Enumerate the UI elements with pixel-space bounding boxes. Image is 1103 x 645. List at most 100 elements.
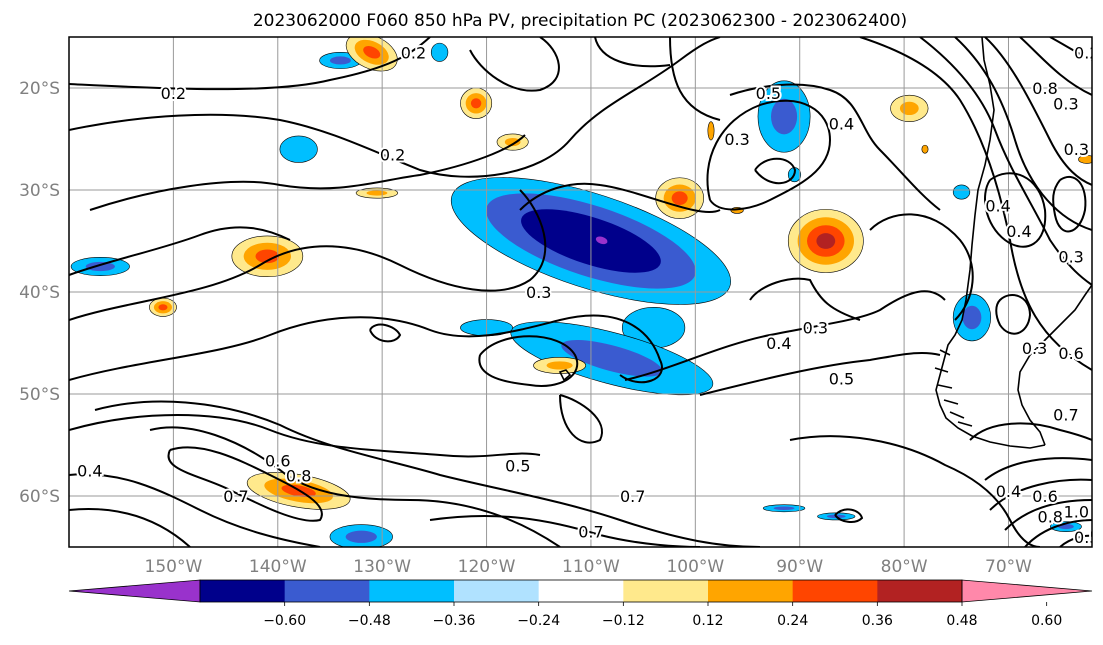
precip-blob-14	[952, 293, 992, 342]
colorbar-swatch	[792, 580, 878, 602]
contour-label: 0.3	[803, 319, 828, 338]
x-tick-label: 120°W	[458, 557, 516, 577]
contour-label: 0.3	[1053, 94, 1078, 113]
contour-label: 0.5	[505, 456, 530, 475]
colorbar-swatch	[623, 580, 709, 602]
contour-label: 0.6	[1058, 344, 1083, 363]
x-tick-label: 80°W	[881, 557, 928, 577]
pv-contour-line	[69, 473, 321, 547]
precip-level	[773, 506, 795, 511]
pv-contour-line	[699, 351, 941, 396]
contour-label: 0.2	[380, 145, 405, 164]
x-tick-label: 100°W	[666, 557, 724, 577]
map-frame	[68, 36, 1093, 548]
contour-label: 0.3	[1022, 339, 1047, 358]
x-tick-label: 150°W	[145, 557, 203, 577]
pv-contour-line	[859, 37, 1092, 371]
south-america-coastline	[558, 37, 1092, 449]
precip-blob-11	[329, 524, 393, 547]
pv-contour-line	[429, 514, 701, 547]
contour-label: 0.7	[223, 487, 248, 506]
pv-contour-line	[89, 134, 526, 211]
contour-label: 0.4	[829, 115, 854, 134]
pv-contour-line	[1049, 37, 1092, 61]
colorbar-tick-label: 0.48	[946, 613, 977, 629]
precip-level	[255, 249, 280, 264]
precip-blob-18	[231, 235, 304, 277]
pv-contour-line	[729, 83, 941, 211]
pv-contour-line	[69, 508, 191, 547]
colorbar-swatch	[708, 580, 794, 602]
contour-label: 1.0	[1064, 502, 1089, 521]
colorbar-tick-label: −0.24	[517, 613, 560, 629]
precip-level	[430, 42, 449, 62]
pv-contour-line	[834, 508, 864, 523]
pv-contour-line	[984, 172, 1047, 248]
colorbar-tick-label: −0.48	[348, 613, 391, 629]
precip-level	[899, 101, 919, 116]
contour-label: 0.4	[766, 334, 791, 353]
x-tick-label: 130°W	[353, 557, 411, 577]
precip-level	[771, 98, 798, 135]
x-tick-label: 70°W	[985, 557, 1032, 577]
pv-contour-line	[969, 422, 1092, 441]
precip-blob-5	[757, 80, 811, 153]
colorbar-tick-label: −0.36	[433, 613, 476, 629]
contour-label: 0.2	[1074, 43, 1099, 62]
colorbar-swatch	[877, 580, 963, 602]
contour-label: 0.5	[756, 84, 781, 103]
pv-contour-line	[669, 37, 721, 121]
precip-blob-23	[460, 87, 493, 119]
pv-contour-line	[624, 290, 946, 381]
colorbar-tick-label: −0.12	[602, 613, 645, 629]
contour-label: 0.4	[996, 482, 1021, 501]
pv-contour-line	[984, 37, 1092, 186]
contour-label: 0.2	[161, 84, 186, 103]
pv-contour-line	[1052, 175, 1087, 233]
precip-level	[366, 190, 388, 196]
precip-blob-26	[355, 187, 399, 199]
coastline-east	[1017, 284, 1092, 446]
coastline-islands	[934, 349, 973, 427]
pv-contour-line	[559, 394, 603, 444]
y-tick-label: 20°S	[19, 79, 60, 99]
precip-blob-29	[1078, 155, 1092, 164]
contour-label: 0.5	[829, 370, 854, 389]
pv-contour-line	[69, 189, 547, 321]
pv-contour-line	[984, 457, 1092, 481]
precip-blob-27	[533, 356, 587, 374]
map-layer: 0.2 0.2 0.2 0.3 0.3 0.3 0.5 0.4 0.4 0.5 0.6 0.8 0.7 0…	[69, 37, 1099, 547]
coastline-west	[935, 37, 1046, 449]
longitude-ticks: 150°W 140°W 130°W 120°W 110°W 100°W 90°W 80°W 70…	[145, 557, 1033, 577]
precip-level	[816, 233, 836, 249]
pv-contour-line	[94, 400, 761, 547]
colorbar-tick-label: 0.24	[777, 613, 808, 629]
colorbar-swatch	[284, 580, 370, 602]
pv-contour-line	[519, 182, 721, 213]
contour-label: 0.3	[526, 283, 551, 302]
precip-core	[595, 236, 608, 245]
y-tick-label: 30°S	[19, 181, 60, 201]
x-tick-label: 90°W	[776, 557, 823, 577]
precip-blob-21	[345, 37, 398, 72]
precip-blob-22	[890, 94, 929, 122]
pv-contour-line	[754, 157, 797, 185]
precip-blob-28	[707, 121, 715, 141]
contour-label: 0.4	[1006, 222, 1031, 241]
contour-label: 0.8	[1032, 79, 1057, 98]
contour-label: 0.8	[1038, 507, 1063, 526]
precip-blob-16	[952, 184, 971, 200]
y-tick-label: 50°S	[19, 385, 60, 405]
pv-contour-line	[69, 314, 663, 384]
precip-level	[470, 98, 482, 109]
pv-contour-line	[919, 37, 1092, 286]
colorbar-tick-label: 0.36	[862, 613, 893, 629]
precip-blob-19	[655, 177, 704, 219]
contour-label: 0.7	[1053, 405, 1078, 424]
pv-contour-line	[149, 426, 561, 547]
colorbar-frame	[199, 579, 963, 603]
precip-blob-8	[70, 257, 130, 276]
contour-label: 0.3	[1064, 140, 1089, 159]
pv-contour-line	[69, 37, 431, 91]
